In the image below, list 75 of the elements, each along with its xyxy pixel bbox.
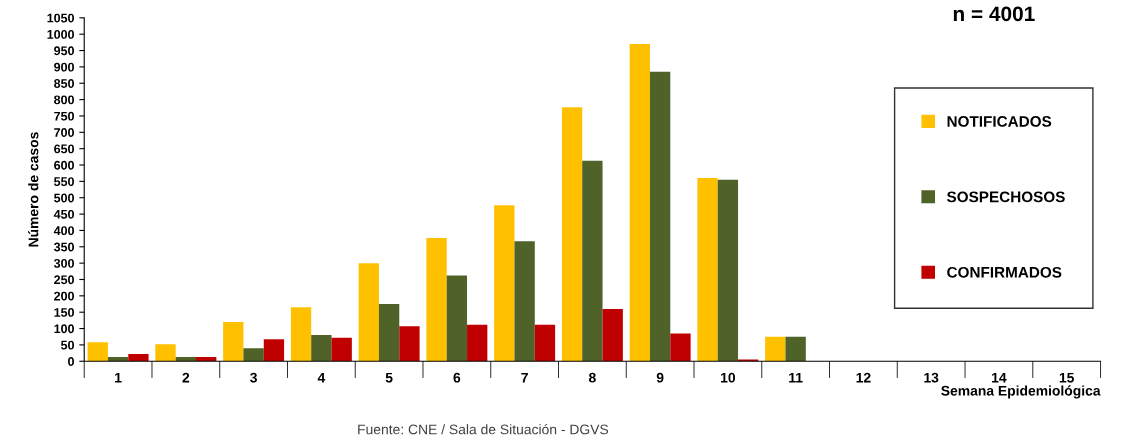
x-tick-label: 8 — [588, 372, 596, 383]
x-tick-label: 13 — [924, 372, 939, 383]
legend-label: CONFIRMADOS — [947, 266, 1062, 278]
bar — [107, 357, 129, 362]
bar — [358, 263, 379, 362]
x-tick-label: 11 — [789, 372, 803, 383]
y-tick-label: 950 — [54, 46, 74, 56]
bar — [290, 307, 312, 362]
y-tick-label: 700 — [54, 128, 74, 137]
x-tick-label: 1 — [115, 372, 122, 383]
bar — [243, 348, 264, 362]
bar — [697, 178, 718, 362]
bar — [717, 179, 739, 362]
bar — [561, 107, 583, 362]
y-tick-label: 650 — [54, 144, 74, 154]
x-tick-label: 6 — [453, 372, 461, 383]
bar — [467, 324, 488, 362]
y-tick-label: 300 — [53, 258, 74, 268]
bar — [582, 160, 603, 362]
bar — [426, 237, 447, 362]
y-tick-label: 400 — [53, 226, 74, 236]
bar — [155, 344, 176, 362]
y-tick-label: 250 — [54, 275, 74, 285]
x-tick-label: 3 — [250, 372, 257, 383]
y-tick-label: 900 — [54, 62, 74, 72]
annotation: n = 4001 — [953, 6, 1035, 22]
x-tick-label: 7 — [521, 372, 528, 383]
bar — [649, 71, 671, 362]
y-tick-label: 0 — [68, 357, 74, 366]
source-note: Fuente: CNE / Sala de Situación - DGVS — [358, 423, 609, 435]
bar — [128, 354, 149, 362]
bar — [629, 44, 650, 362]
y-tick-label: 450 — [53, 209, 74, 219]
y-tick-label: 150 — [54, 308, 74, 317]
legend-label: SOSPECHOSOS — [946, 191, 1065, 203]
x-tick-label: 14 — [992, 372, 1007, 383]
x-tick-label: 10 — [721, 372, 736, 383]
y-tick-label: 200 — [54, 291, 74, 301]
bar — [670, 333, 691, 362]
x-tick-label: 12 — [856, 372, 871, 383]
bar — [196, 357, 217, 362]
y-tick-label: 50 — [60, 340, 74, 350]
y-tick-label: 100 — [54, 324, 74, 334]
x-tick-label: 15 — [1059, 372, 1074, 383]
bar — [446, 275, 468, 362]
bar — [514, 241, 535, 362]
x-tick-label: 5 — [385, 372, 393, 383]
bar — [534, 324, 556, 362]
y-axis-title: Número de casos — [28, 132, 39, 247]
bar — [765, 336, 786, 362]
bar — [785, 336, 806, 362]
x-tick-label: 2 — [182, 372, 190, 383]
bar — [602, 308, 623, 362]
y-tick-label: 600 — [54, 160, 74, 170]
bar — [263, 339, 285, 362]
bar — [223, 322, 244, 362]
y-tick-label: 550 — [54, 177, 74, 187]
y-tick-label: 800 — [54, 95, 74, 105]
x-tick-label: 9 — [656, 372, 664, 383]
legend-label: NOTIFICADOS — [947, 116, 1052, 127]
y-tick-label: 500 — [54, 193, 74, 203]
y-tick-label: 850 — [54, 79, 74, 88]
y-tick-label: 350 — [53, 242, 74, 252]
bar — [378, 304, 400, 362]
bar — [494, 205, 515, 362]
x-axis-title: Semana Epidemiológica — [941, 385, 1101, 399]
x-tick-label: 4 — [317, 372, 326, 383]
bar — [87, 342, 108, 362]
y-tick-label: 1000 — [47, 29, 74, 39]
bar — [311, 335, 332, 362]
bar — [331, 337, 352, 362]
bar — [399, 326, 420, 362]
bar — [175, 357, 197, 362]
y-tick-label: 1050 — [47, 13, 74, 23]
y-tick-label: 750 — [54, 111, 74, 121]
